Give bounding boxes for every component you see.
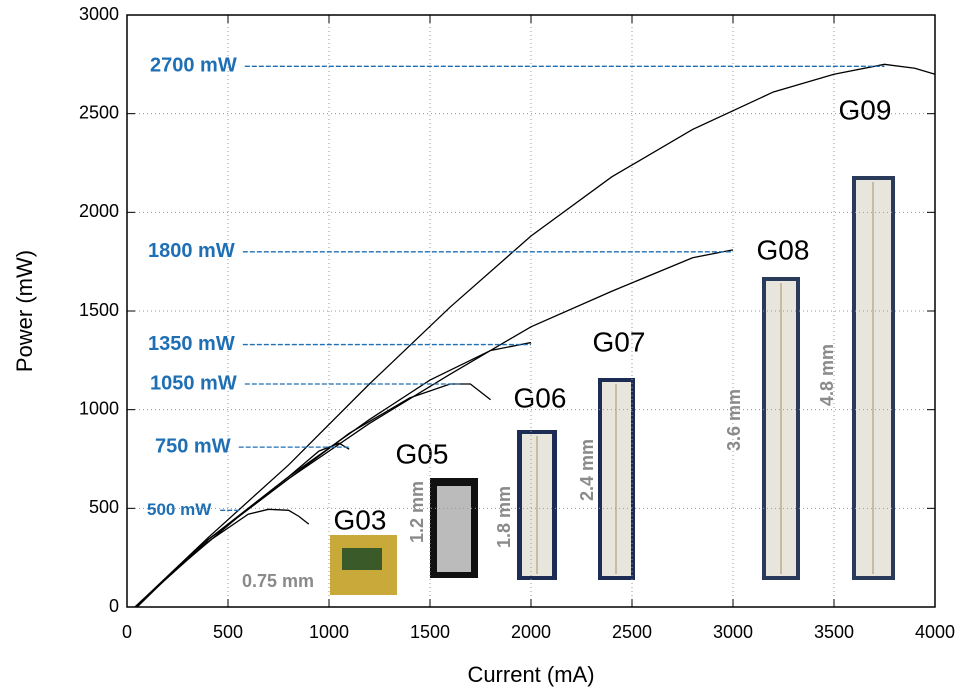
x-tick-label: 3500 [814,622,854,642]
y-tick-label: 1000 [79,398,119,418]
x-tick-label: 1000 [309,622,349,642]
y-tick-label: 2500 [79,102,119,122]
chip-length: 3.6 mm [724,389,744,451]
x-axis-title: Current (mA) [467,662,594,687]
chip-label: G05 [396,438,449,469]
annotation: 750 mW [155,435,231,457]
x-tick-label: 2500 [612,622,652,642]
y-axis-title: Power (mW) [12,250,37,372]
x-tick-label: 2000 [511,622,551,642]
x-tick-label: 0 [122,622,132,642]
y-tick-label: 2000 [79,201,119,221]
annotation: 2700 mW [150,55,237,77]
annotation: 1800 mW [148,240,235,262]
x-tick-label: 4000 [915,622,955,642]
y-tick-label: 1500 [79,300,119,320]
annotation: 500 mW [147,500,212,519]
y-tick-label: 500 [89,497,119,517]
chip-label: G07 [593,326,646,357]
chip-label: G09 [839,94,892,125]
annotation: 1050 mW [150,372,237,394]
x-tick-label: 500 [213,622,243,642]
chip-photo [342,548,382,570]
chip-label: G06 [514,382,567,413]
x-tick-label: 3000 [713,622,753,642]
x-tick-label: 1500 [410,622,450,642]
chip-length: 1.2 mm [407,481,427,543]
chip-length: 2.4 mm [577,439,597,501]
y-tick-label: 0 [109,596,119,616]
chip-label: G03 [334,504,387,535]
chip-length: 1.8 mm [494,486,514,548]
chip-label: G08 [757,234,810,265]
chart: G03 G05 G06 G07 G08 G09 0.75 mm 1.2 mm 1… [0,0,965,695]
annotation: 1350 mW [148,333,235,355]
chip-length: 0.75 mm [242,571,314,591]
chip-photo [437,486,471,572]
y-tick-label: 3000 [79,4,119,24]
